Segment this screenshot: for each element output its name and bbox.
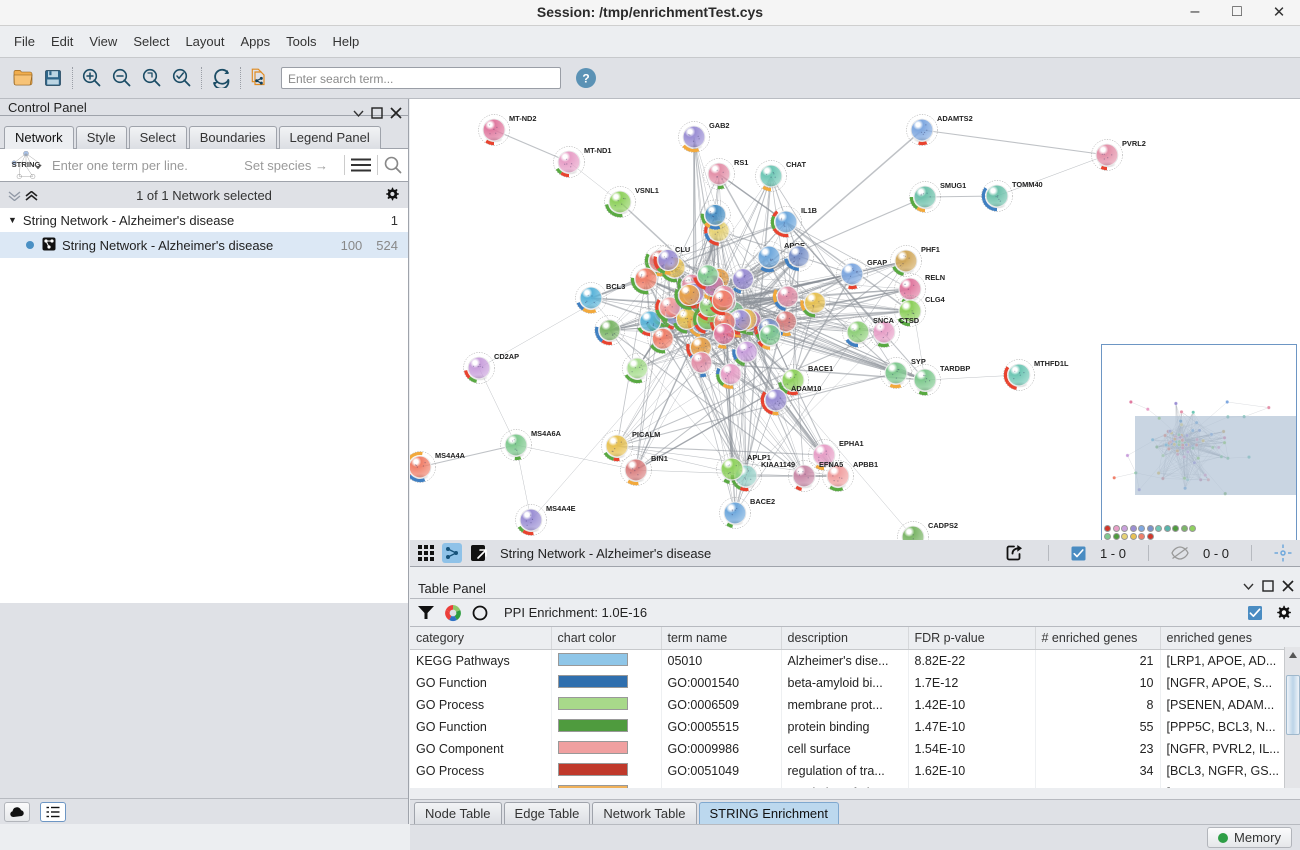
svg-text:PICALM: PICALM: [632, 430, 660, 439]
svg-text:BIN1: BIN1: [651, 454, 668, 463]
svg-text:EFNA5: EFNA5: [819, 460, 843, 469]
svg-text:ADAM10: ADAM10: [791, 384, 821, 393]
svg-text:PHF1: PHF1: [921, 245, 940, 254]
svg-text:APLP1: APLP1: [747, 453, 771, 462]
svg-text:?: ?: [582, 72, 589, 86]
svg-text:CD2AP: CD2AP: [494, 352, 519, 361]
svg-text:SMUG1: SMUG1: [940, 181, 966, 190]
svg-text:MT-ND1: MT-ND1: [584, 146, 612, 155]
svg-text:TARDBP: TARDBP: [940, 364, 970, 373]
svg-text:GFAP: GFAP: [867, 258, 887, 267]
svg-text:BACE1: BACE1: [808, 364, 833, 373]
svg-text:CLG4: CLG4: [925, 295, 946, 304]
svg-text:MS4A4E: MS4A4E: [546, 504, 576, 513]
svg-text:BACE2: BACE2: [750, 497, 775, 506]
svg-text:BCL3: BCL3: [606, 282, 625, 291]
svg-text:CADPS2: CADPS2: [928, 521, 958, 530]
svg-text:MT-ND2: MT-ND2: [509, 114, 537, 123]
svg-text:GAB2: GAB2: [709, 121, 730, 130]
svg-text:VSNL1: VSNL1: [635, 186, 659, 195]
svg-text:MS4A6A: MS4A6A: [531, 429, 562, 438]
svg-text:EPHA1: EPHA1: [839, 439, 864, 448]
svg-text:MS4A4A: MS4A4A: [435, 451, 466, 460]
svg-text:CTSD: CTSD: [899, 316, 920, 325]
svg-text:SNCA: SNCA: [873, 316, 895, 325]
svg-text:CHAT: CHAT: [786, 160, 806, 169]
svg-text:ADAMTS2: ADAMTS2: [937, 114, 973, 123]
svg-text:APBB1: APBB1: [853, 460, 878, 469]
svg-text:TOMM40: TOMM40: [1012, 180, 1043, 189]
svg-text:RS1: RS1: [734, 158, 748, 167]
svg-text:RELN: RELN: [925, 273, 945, 282]
svg-text:IL1B: IL1B: [801, 206, 817, 215]
svg-text:PVRL2: PVRL2: [1122, 139, 1146, 148]
svg-text:MTHFD1L: MTHFD1L: [1034, 359, 1069, 368]
